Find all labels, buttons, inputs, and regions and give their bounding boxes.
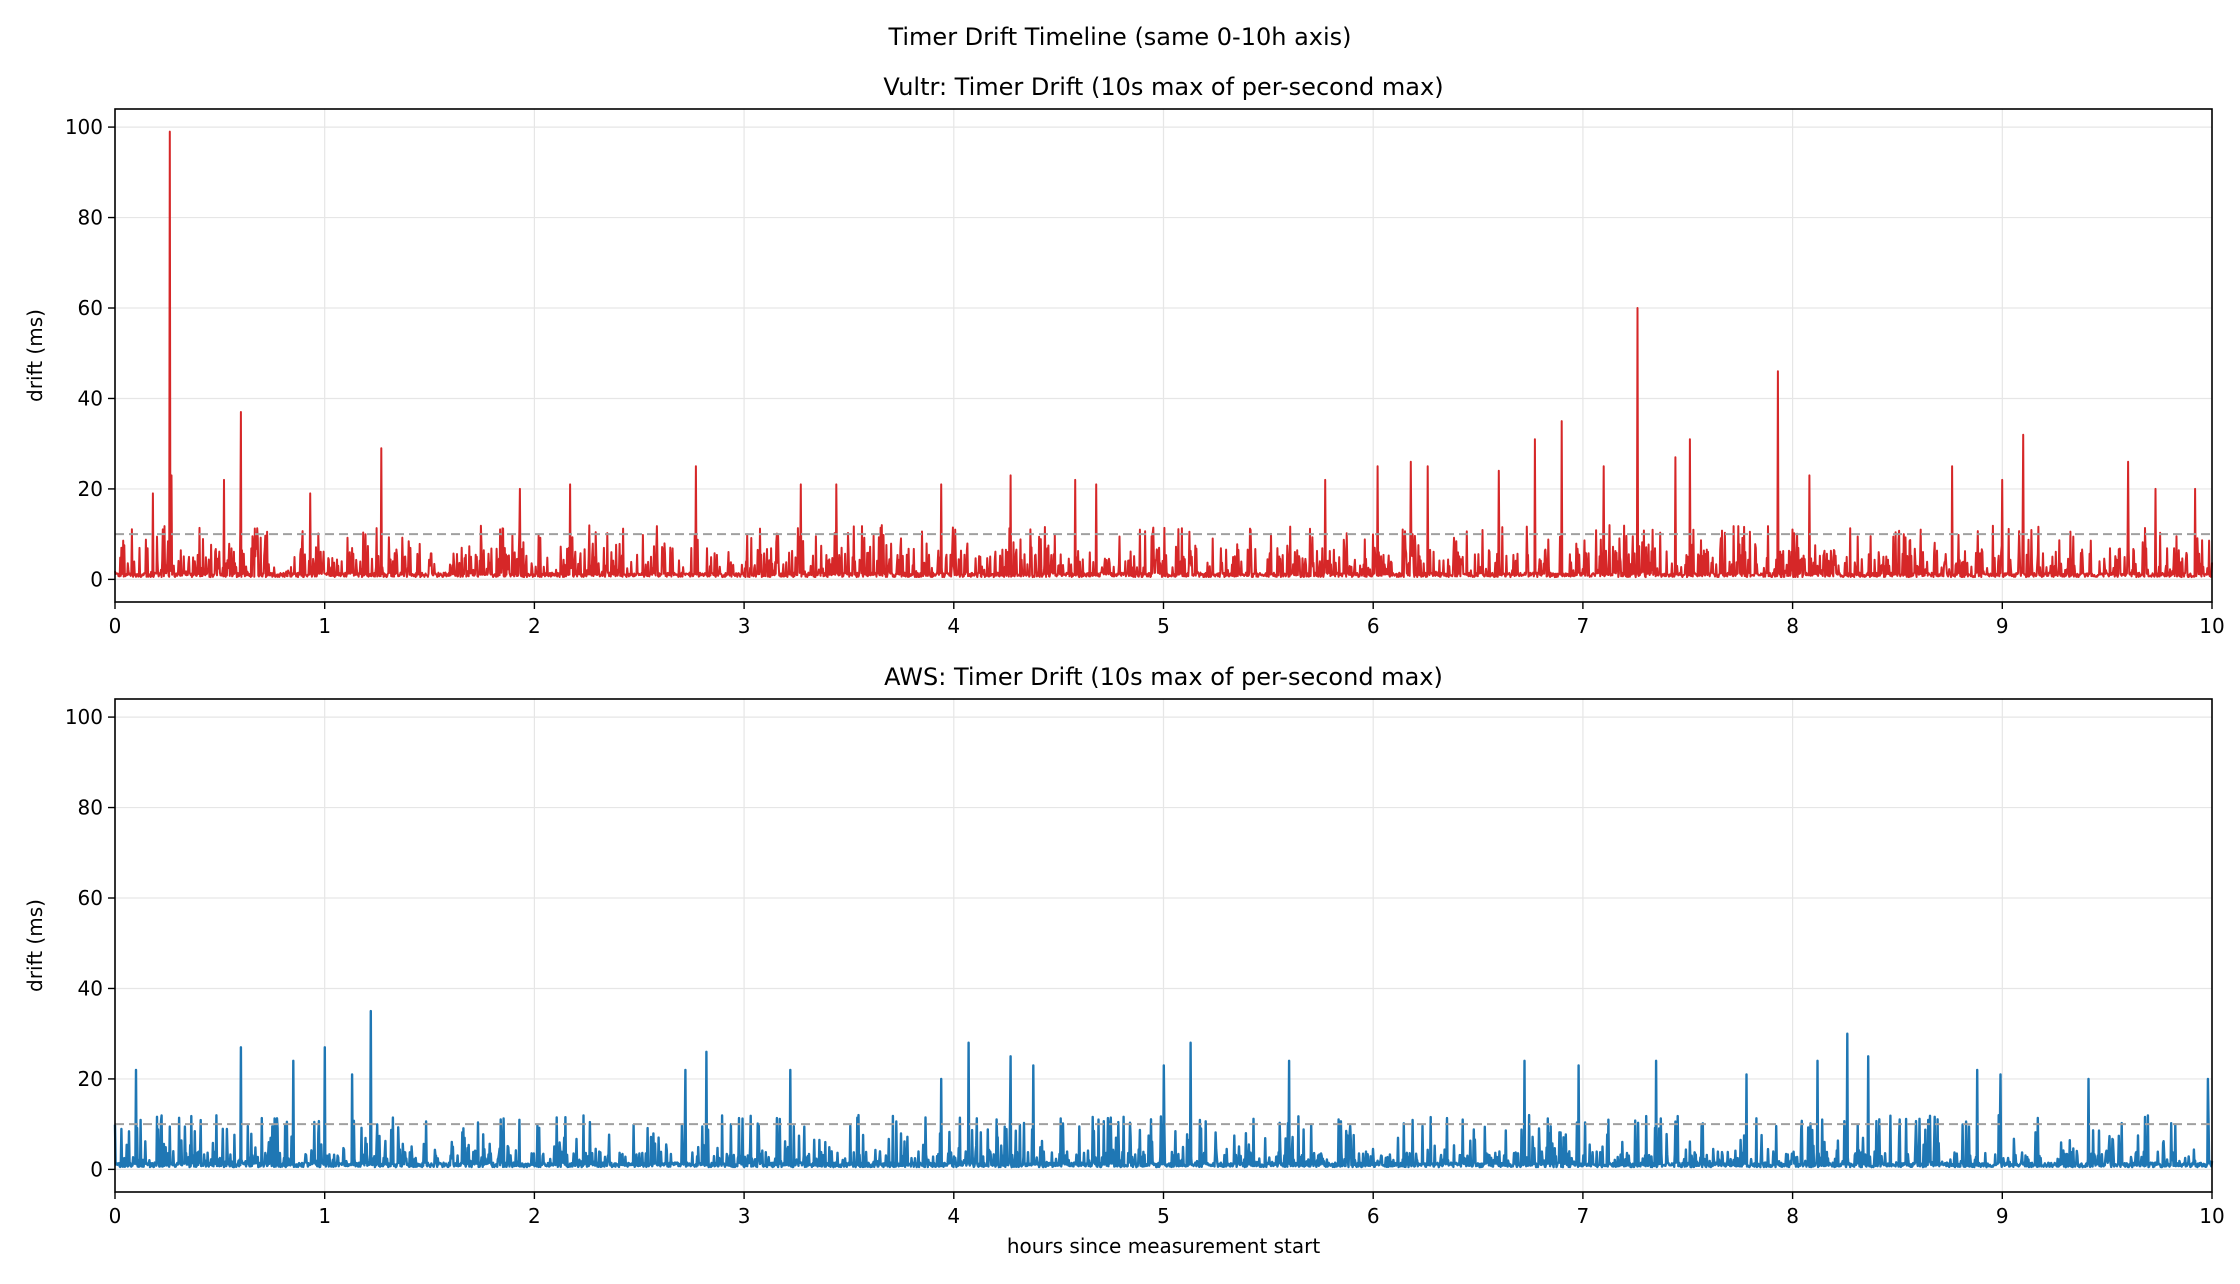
y-tick-label: 80: [78, 206, 103, 230]
x-tick-label: 3: [738, 614, 751, 638]
x-tick-label: 6: [1367, 1204, 1380, 1228]
axes-title: Vultr: Timer Drift (10s max of per-secon…: [883, 73, 1443, 101]
y-tick-label: 40: [78, 976, 103, 1000]
x-tick-label: 7: [1577, 614, 1590, 638]
x-tick-label: 2: [528, 1204, 541, 1228]
x-tick-label: 5: [1157, 1204, 1170, 1228]
y-tick-label: 20: [78, 477, 103, 501]
series-line: [114, 130, 2213, 579]
series-line: [113, 1009, 2214, 1169]
x-tick-label: 9: [1996, 1204, 2009, 1228]
x-tick-label: 9: [1996, 614, 2009, 638]
y-tick-label: 20: [78, 1067, 103, 1091]
y-tick-label: 80: [78, 796, 103, 820]
x-tick-label: 4: [947, 614, 960, 638]
y-tick-label: 0: [90, 1157, 103, 1181]
x-tick-label: 10: [2199, 1204, 2224, 1228]
y-tick-label: 100: [65, 115, 103, 139]
figure-title: Timer Drift Timeline (same 0-10h axis): [887, 23, 1351, 51]
y-axis-label: drift (ms): [23, 899, 47, 992]
x-tick-label: 0: [109, 614, 122, 638]
x-tick-label: 0: [109, 1204, 122, 1228]
x-tick-label: 10: [2199, 614, 2224, 638]
x-tick-label: 5: [1157, 614, 1170, 638]
x-tick-label: 8: [1786, 1204, 1799, 1228]
x-tick-label: 8: [1786, 614, 1799, 638]
axes-title: AWS: Timer Drift (10s max of per-second …: [884, 663, 1443, 691]
x-tick-label: 2: [528, 614, 541, 638]
y-tick-label: 60: [78, 296, 103, 320]
y-tick-label: 100: [65, 705, 103, 729]
y-tick-label: 60: [78, 886, 103, 910]
y-tick-label: 0: [90, 567, 103, 591]
x-tick-label: 3: [738, 1204, 751, 1228]
y-axis-label: drift (ms): [23, 309, 47, 402]
y-tick-label: 40: [78, 386, 103, 410]
x-tick-label: 4: [947, 1204, 960, 1228]
x-tick-label: 6: [1367, 614, 1380, 638]
x-tick-label: 1: [318, 614, 331, 638]
x-axis-label: hours since measurement start: [1007, 1234, 1321, 1258]
x-tick-label: 1: [318, 1204, 331, 1228]
x-tick-label: 7: [1577, 1204, 1590, 1228]
